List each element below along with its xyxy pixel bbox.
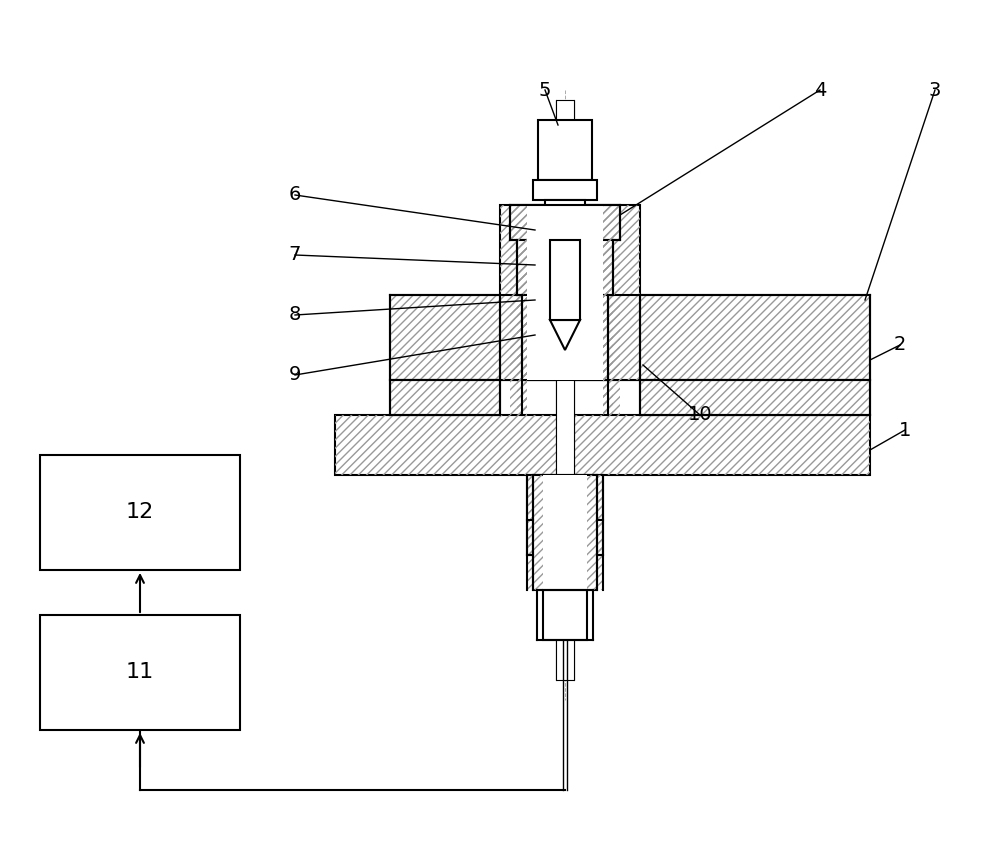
Bar bbox=[510, 205, 620, 240]
Bar bbox=[587, 475, 603, 590]
Bar bbox=[603, 240, 613, 415]
Bar bbox=[40, 615, 240, 730]
Text: 3: 3 bbox=[929, 80, 941, 99]
Bar bbox=[603, 295, 608, 415]
Bar bbox=[510, 205, 527, 415]
Bar bbox=[527, 205, 603, 380]
Bar bbox=[390, 380, 500, 415]
Text: 12: 12 bbox=[126, 503, 154, 522]
Bar bbox=[390, 380, 500, 415]
Bar bbox=[517, 240, 527, 415]
Text: 4: 4 bbox=[814, 80, 826, 99]
Bar bbox=[522, 295, 527, 415]
Bar bbox=[543, 590, 587, 640]
Bar bbox=[640, 380, 870, 415]
Bar bbox=[527, 475, 603, 555]
Bar bbox=[543, 475, 587, 590]
Text: 9: 9 bbox=[289, 366, 301, 385]
Text: 2: 2 bbox=[894, 336, 906, 355]
Bar bbox=[390, 295, 870, 380]
Bar bbox=[538, 120, 592, 180]
Bar bbox=[527, 475, 543, 590]
Bar bbox=[510, 205, 620, 240]
Bar bbox=[500, 205, 640, 380]
Text: 10: 10 bbox=[688, 406, 712, 425]
Bar bbox=[533, 180, 597, 200]
Bar bbox=[550, 240, 580, 320]
Bar bbox=[517, 240, 613, 295]
Text: 1: 1 bbox=[899, 420, 911, 439]
Text: 6: 6 bbox=[289, 185, 301, 204]
Bar bbox=[603, 205, 620, 415]
Bar bbox=[527, 475, 603, 555]
Bar bbox=[527, 205, 603, 380]
Bar bbox=[545, 200, 585, 215]
Bar bbox=[522, 295, 608, 380]
Polygon shape bbox=[550, 320, 580, 350]
Bar bbox=[522, 295, 608, 380]
Bar bbox=[556, 100, 574, 680]
Bar bbox=[517, 240, 613, 295]
Bar bbox=[390, 295, 870, 380]
Bar bbox=[500, 295, 640, 380]
Bar bbox=[500, 205, 640, 380]
Text: 7: 7 bbox=[289, 246, 301, 265]
Text: 11: 11 bbox=[126, 663, 154, 682]
Bar bbox=[335, 415, 870, 475]
Text: 5: 5 bbox=[539, 80, 551, 99]
Bar bbox=[335, 415, 870, 475]
Bar bbox=[640, 380, 870, 415]
Bar bbox=[533, 475, 597, 590]
Bar bbox=[40, 455, 240, 570]
Text: 8: 8 bbox=[289, 305, 301, 324]
